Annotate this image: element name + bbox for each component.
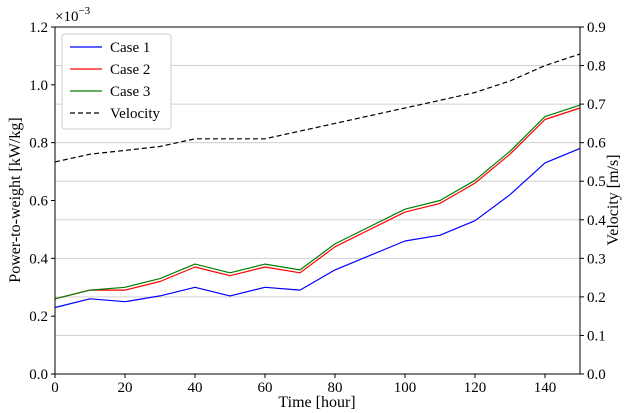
- right-y-tick-label: 0.5: [587, 174, 606, 190]
- legend-label: Velocity: [110, 106, 160, 122]
- legend-entries: Case 1 Case 2 Case 3 Velocity: [70, 40, 160, 122]
- x-tick-label: 60: [258, 380, 273, 396]
- right-y-tick-label: 0.9: [587, 20, 606, 36]
- x-axis-label: Time [hour]: [278, 394, 355, 411]
- legend-label: Case 2: [110, 62, 150, 78]
- left-y-axis-label: Power-to-weight [kW/kg]: [7, 117, 24, 282]
- x-tick-label: 140: [534, 380, 557, 396]
- left-y-tick-label: 0.0: [29, 367, 48, 383]
- x-tick-label: 120: [464, 380, 487, 396]
- x-axis: 0 20 40 60 80 100 120 140: [51, 374, 556, 396]
- right-y-tick-label: 0.7: [587, 97, 606, 113]
- right-y-tick-label: 0.6: [587, 136, 606, 152]
- series-line-case-2: [54, 107, 581, 300]
- x-tick-label: 20: [118, 380, 133, 396]
- right-y-tick-label: 0.3: [587, 251, 606, 267]
- left-y-tick-label: 0.8: [29, 136, 48, 152]
- right-y-tick-label: 0.0: [587, 367, 606, 383]
- left-axis-multiplier: ×10−3: [55, 5, 91, 25]
- x-tick-label: 80: [328, 380, 343, 396]
- series-line-velocity: [54, 53, 581, 163]
- left-y-tick-label: 0.2: [29, 309, 48, 325]
- left-y-axis: 0.0 0.2 0.4 0.6 0.8 1.0 1.2: [29, 20, 55, 383]
- right-y-tick-label: 0.2: [587, 290, 606, 306]
- x-tick-label: 100: [394, 380, 417, 396]
- series-line-case-1: [54, 147, 581, 309]
- x-tick-label: 40: [188, 380, 203, 396]
- left-y-tick-label: 1.2: [29, 20, 48, 36]
- x-tick-label: 0: [51, 380, 59, 396]
- right-y-tick-label: 0.4: [587, 213, 606, 229]
- right-y-tick-label: 0.1: [587, 328, 606, 344]
- multiplier-exponent: −3: [78, 5, 90, 17]
- left-y-tick-label: 0.4: [29, 251, 48, 267]
- legend-label: Case 1: [110, 40, 150, 56]
- legend-box: [61, 33, 172, 130]
- right-y-axis-label: Velocity [m/s]: [605, 154, 622, 245]
- right-y-axis: 0.0 0.1 0.2 0.3 0.4 0.5 0.6 0.7 0.8 0.9: [580, 20, 606, 383]
- series-lines: [54, 53, 581, 309]
- left-y-tick-label: 1.0: [29, 78, 48, 94]
- legend: Case 1 Case 2 Case 3 Velocity: [61, 33, 172, 130]
- left-y-tick-label: 0.6: [29, 194, 48, 210]
- series-line-case-3: [54, 104, 581, 300]
- legend-label: Case 3: [110, 84, 150, 100]
- right-y-tick-label: 0.8: [587, 59, 606, 75]
- multiplier-base: ×10: [55, 9, 78, 25]
